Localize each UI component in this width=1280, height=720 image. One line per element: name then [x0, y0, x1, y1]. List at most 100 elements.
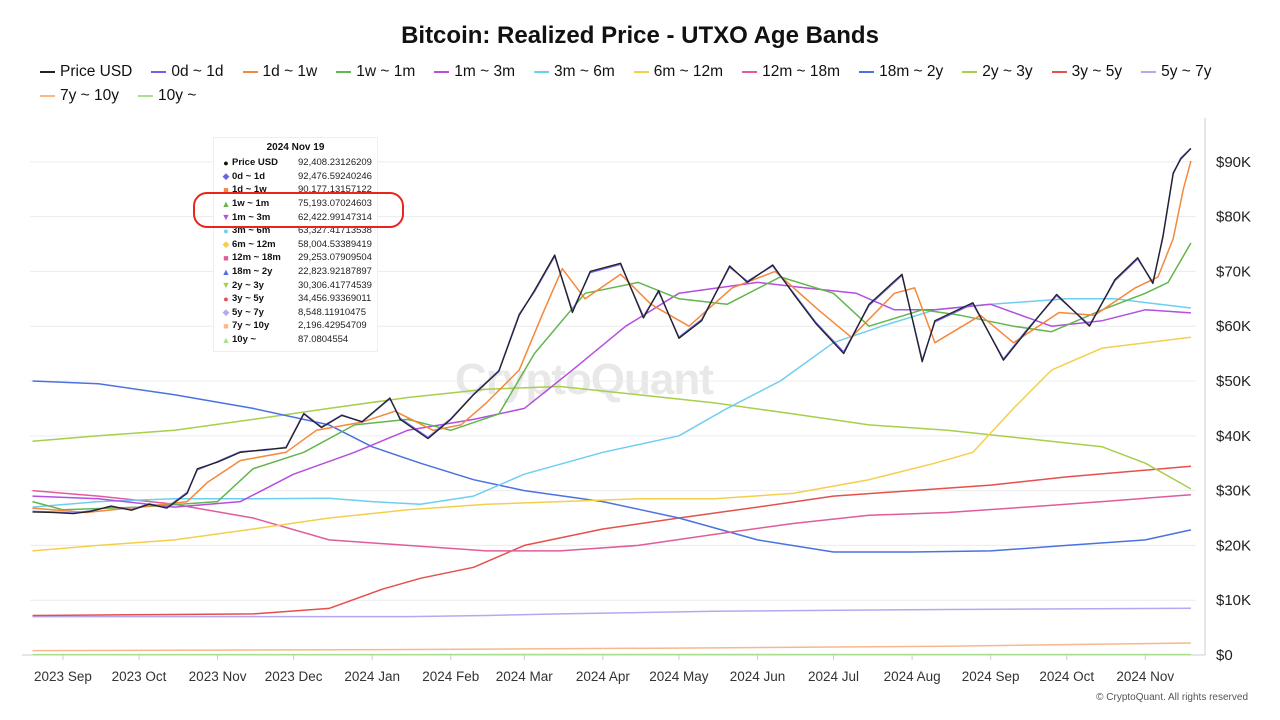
series-marker-icon: ▲ — [221, 266, 231, 277]
x-tick-label: 2024 May — [649, 669, 709, 684]
tooltip-row: ◆ 6m ~ 12m 58,004.53389419 — [214, 238, 377, 252]
legend-label: 7y ~ 10y — [60, 87, 120, 104]
legend-item[interactable]: 1m ~ 3m — [434, 62, 515, 82]
tooltip-row: ▲ 18m ~ 2y 22,823.92187897 — [214, 265, 377, 279]
tooltip-label: 0d ~ 1d — [232, 170, 265, 182]
x-tick-label: 2024 Jun — [730, 669, 786, 684]
tooltip-label: 3m ~ 6m — [232, 225, 271, 237]
legend-item[interactable]: 1d ~ 1w — [242, 62, 318, 82]
x-tick-label: 2023 Sep — [34, 669, 92, 684]
legend-swatch — [962, 71, 978, 73]
legend-item[interactable]: 0d ~ 1d — [151, 62, 224, 82]
series-line-18m-2y — [32, 380, 1192, 553]
legend-item[interactable]: 6m ~ 12m — [633, 62, 724, 82]
tooltip-row: ▼ 1m ~ 3m 62,422.99147314 — [214, 210, 377, 224]
legend-swatch — [859, 71, 875, 73]
tooltip-label: 10y ~ — [232, 334, 257, 346]
legend-item[interactable]: 3m ~ 6m — [534, 62, 615, 82]
legend-item[interactable]: 2y ~ 3y — [962, 62, 1033, 82]
series-marker-icon: ■ — [223, 252, 229, 263]
tooltip-row: ● 3y ~ 5y 34,456.93369011 — [214, 292, 377, 306]
series-marker-icon: ● — [223, 293, 229, 304]
x-tick-label: 2024 Feb — [422, 669, 479, 684]
tooltip-label: 3y ~ 5y — [232, 293, 264, 305]
legend-item[interactable]: 10y ~ — [138, 86, 196, 106]
series-marker-icon: ■ — [223, 184, 229, 195]
series-marker-icon: ▼ — [221, 212, 231, 223]
series-marker-icon: ● — [223, 157, 229, 168]
series-marker-icon: ▲ — [221, 198, 231, 209]
chart-title: Bitcoin: Realized Price - UTXO Age Bands — [401, 22, 879, 49]
y-tick-label: $10K — [1216, 592, 1251, 609]
tooltip-value: 29,253.07909504 — [298, 252, 372, 264]
tooltip-label: 7y ~ 10y — [232, 320, 270, 332]
x-tick-label: 2024 Aug — [884, 669, 941, 684]
tooltip-label: 1w ~ 1m — [232, 198, 270, 210]
legend-item[interactable]: 1w ~ 1m — [336, 62, 415, 82]
legend-label: 6m ~ 12m — [653, 63, 724, 80]
x-tick-label: 2024 Apr — [576, 669, 631, 684]
tooltip-value: 75,193.07024603 — [298, 198, 372, 210]
y-tick-label: $40K — [1216, 428, 1251, 445]
legend-label: 3m ~ 6m — [554, 63, 615, 80]
y-tick-label: $80K — [1216, 209, 1251, 226]
tooltip-row: ■ 1d ~ 1w 90,177.13157122 — [214, 183, 377, 197]
series-line-1d-1w — [32, 160, 1192, 514]
legend-item[interactable]: 5y ~ 7y — [1141, 62, 1211, 82]
legend-label: 18m ~ 2y — [879, 63, 944, 80]
tooltip-row: ◆ 0d ~ 1d 92,476.59240246 — [214, 170, 377, 184]
x-tick-label: 2024 Sep — [962, 669, 1020, 684]
tooltip-value: 90,177.13157122 — [298, 184, 372, 196]
legend-swatch — [138, 95, 154, 97]
series-line-price-usd — [32, 148, 1192, 515]
series-line-3y-5y — [32, 465, 1191, 617]
legend-label: Price USD — [60, 63, 133, 80]
legend-item[interactable]: 3y ~ 5y — [1051, 62, 1122, 82]
tooltip-label: 12m ~ 18m — [232, 252, 281, 264]
tooltip-value: 2,196.42954709 — [298, 320, 367, 332]
legend-swatch — [151, 71, 167, 73]
legend-item[interactable]: 7y ~ 10y — [40, 86, 119, 106]
legend-item[interactable]: 12m ~ 18m — [742, 62, 840, 82]
legend-label: 1w ~ 1m — [356, 63, 416, 80]
tooltip-row: ▲ 10y ~ 87.0804554 — [214, 333, 377, 347]
x-tick-label: 2024 Jul — [808, 669, 859, 684]
tooltip-label: 5y ~ 7y — [232, 306, 264, 318]
series-marker-icon: ■ — [223, 320, 229, 331]
series-line-7y-10y — [32, 642, 1191, 652]
series-line-12m-18m — [32, 489, 1191, 552]
tooltip-row: ▼ 2y ~ 3y 30,306.41774539 — [214, 278, 377, 292]
series-marker-icon: ◆ — [222, 306, 230, 317]
series-marker-icon: ▼ — [221, 280, 231, 291]
copyright: © CryptoQuant. All rights reserved — [1096, 692, 1248, 703]
series-marker-icon: ▲ — [221, 334, 231, 345]
tooltip-value: 87.0804554 — [298, 334, 349, 346]
series-line-1m-3m — [32, 281, 1191, 508]
tooltip-value: 92,408.23126209 — [298, 157, 372, 169]
legend-swatch — [534, 71, 549, 73]
legend-label: 1d ~ 1w — [262, 63, 318, 80]
series-marker-icon: ◆ — [222, 170, 230, 181]
x-tick-label: 2024 Oct — [1039, 669, 1094, 684]
x-tick-label: 2023 Nov — [189, 669, 247, 684]
y-tick-label: $70K — [1216, 263, 1251, 280]
y-tick-label: $0 — [1216, 647, 1233, 664]
y-tick-label: $60K — [1216, 318, 1251, 335]
legend-item[interactable]: 18m ~ 2y — [859, 62, 943, 82]
legend-swatch — [1051, 71, 1067, 73]
y-tick-label: $20K — [1216, 537, 1251, 554]
x-tick-label: 2023 Oct — [112, 669, 167, 684]
legend-label: 10y ~ — [158, 87, 197, 104]
tooltip-row: ▲ 1w ~ 1m 75,193.07024603 — [214, 197, 377, 211]
series-marker-icon: ◆ — [222, 238, 230, 249]
tooltip-row: ■ 7y ~ 10y 2,196.42954709 — [214, 319, 377, 333]
watermark: CryptoQuant — [455, 355, 714, 404]
legend-swatch — [242, 71, 258, 73]
legend-swatch — [742, 71, 758, 73]
x-tick-label: 2024 Nov — [1116, 669, 1174, 684]
x-tick-label: 2023 Dec — [265, 669, 323, 684]
legend: Price USD 0d ~ 1d 1d ~ 1w 1w ~ 1m 1m ~ 3m 3m … — [40, 62, 1255, 106]
legend-item[interactable]: Price USD — [40, 62, 132, 82]
tooltip-value: 34,456.93369011 — [298, 293, 372, 305]
